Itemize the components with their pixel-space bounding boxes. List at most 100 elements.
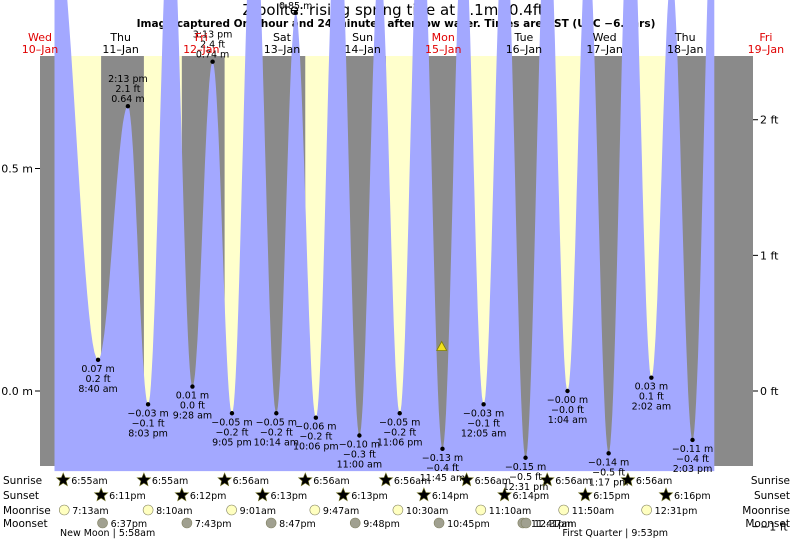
y-right-tick-label: −1 ft (760, 521, 788, 534)
astro-row-label-left: Sunrise (3, 475, 42, 487)
sunrise-time: 6:56am (636, 476, 672, 487)
low-tide-label: −0.2 ft (299, 432, 332, 443)
low-tide-label: −0.10 m (339, 440, 380, 451)
moonrise-icon (558, 504, 570, 516)
sunset-icon (174, 487, 190, 502)
low-tide-label: −0.05 m (256, 417, 297, 428)
moonrise-time: 9:01am (240, 506, 276, 517)
astro-row-label-left: Sunset (3, 490, 39, 502)
day-weekday-label: Tue (514, 31, 534, 44)
sunrise-time: 6:55am (71, 476, 107, 487)
tide-point (293, 10, 298, 15)
sunrise-icon (136, 472, 152, 487)
high-tide-label: 0.85 m (279, 1, 312, 12)
moonrise-icon (142, 504, 154, 516)
day-labels: Wed10–JanThu11–JanFri12–JanSat13–JanSun1… (22, 31, 784, 56)
tide-labels: 0.07 m0.2 ft8:40 am 2:13 pm2.1 ft0.64 m −0… (78, 0, 713, 493)
low-tide-label: −0.4 ft (426, 463, 459, 474)
day-date-label: 16–Jan (506, 43, 542, 56)
sunrise-time: 6:56am (475, 476, 511, 487)
sunrise-icon (297, 472, 313, 487)
sunset-time: 6:14pm (432, 491, 469, 502)
day-date-label: 19–Jan (748, 43, 784, 56)
sunrise-icon (55, 472, 71, 487)
tide-point (357, 433, 362, 438)
high-tide-label: 2:13 pm (108, 74, 148, 85)
moonset-time: 9:48pm (363, 519, 400, 530)
low-tide-label: −0.05 m (379, 417, 420, 428)
day-weekday-label: Wed (593, 31, 617, 44)
sunset-time: 6:15pm (593, 491, 630, 502)
low-tide-label: −0.2 ft (383, 427, 416, 438)
moonset-icon (265, 517, 277, 529)
low-tide-label: −0.3 ft (343, 450, 376, 461)
low-tide-label: 8:03 pm (128, 428, 168, 439)
low-tide-label: 2:03 pm (673, 464, 713, 475)
sunset-time: 6:13pm (271, 491, 308, 502)
moonrise-icon (226, 504, 237, 516)
astro-table: Sunrise Sunrise Sunset Sunset Moonrise Moonri… (3, 472, 790, 539)
low-tide-label: 0.03 m (635, 382, 668, 393)
low-tide-label: 11:00 am (337, 460, 382, 471)
low-tide-label: −0.0 ft (551, 405, 584, 416)
moonrise-icon (392, 504, 404, 516)
tide-point (229, 411, 235, 416)
low-tide-label: −0.14 m (588, 457, 629, 468)
moonset-time: 6:37pm (111, 519, 148, 530)
tide-point (313, 415, 319, 420)
low-tide-label: 0.0 ft (180, 401, 205, 412)
sunset-time: 6:11pm (109, 491, 146, 502)
low-tide-label: −0.00 m (547, 395, 588, 406)
sunset-time: 6:16pm (674, 491, 711, 502)
day-date-label: 17–Jan (586, 43, 622, 56)
high-tide-label: 0.74 m (196, 50, 229, 61)
low-tide-label: −0.1 ft (132, 418, 165, 429)
day-date-label: 12–Jan (183, 43, 219, 56)
moonset-time: 8:47pm (279, 519, 316, 530)
tide-point (690, 437, 695, 443)
low-tide-label: −0.06 m (295, 422, 336, 433)
sunrise-time: 6:56am (555, 476, 591, 487)
sunset-icon (658, 487, 674, 502)
day-weekday-label: Thu (674, 31, 696, 44)
sunset-icon (255, 487, 270, 502)
sunset-icon (93, 487, 109, 502)
day-date-label: 14–Jan (344, 43, 380, 56)
day-date-label: 18–Jan (667, 43, 703, 56)
low-tide-label: 10:14 am (254, 437, 299, 448)
sunset-icon (577, 487, 593, 502)
astro-row-label-right: Sunset (754, 490, 790, 502)
astro-row-label-left: Moonrise (3, 505, 51, 517)
day-weekday-label: Sat (273, 31, 292, 44)
low-tide-label: −0.15 m (505, 462, 546, 473)
day-weekday-label: Wed (28, 31, 52, 44)
tide-point (95, 357, 101, 363)
low-tide-label: −0.5 ft (592, 467, 625, 478)
low-tide-label: 0.2 ft (86, 374, 111, 385)
moonrise-icon (309, 504, 321, 516)
high-tide-label: 2.1 ft (115, 84, 140, 95)
low-tide-label: 2:02 am (632, 402, 671, 413)
low-tide-label: −0.5 ft (509, 472, 542, 483)
low-tide-label: −0.1 ft (467, 418, 500, 429)
tide-point (523, 455, 528, 460)
y-right-tick-label: 1 ft (760, 249, 779, 262)
low-tide-label: −0.13 m (422, 453, 463, 464)
low-tide-label: −0.4 ft (676, 454, 709, 465)
tide-point (397, 411, 402, 416)
astro-row-label-right: Sunrise (751, 475, 790, 487)
day-date-label: 11–Jan (102, 43, 138, 56)
moonset-icon (97, 517, 108, 529)
low-tide-label: 8:40 am (78, 384, 117, 395)
sunrise-icon (217, 472, 233, 487)
day-date-label: 13–Jan (264, 43, 300, 56)
high-tide-label: 0.64 m (111, 94, 144, 105)
high-tide-label: 3:13 pm (193, 30, 233, 41)
tide-point (125, 104, 131, 109)
sunset-time: 6:14pm (513, 491, 550, 502)
y-right-tick-label: 2 ft (760, 114, 779, 127)
moonrise-time: 8:10am (156, 506, 192, 517)
low-tide-label: 11:45 am (420, 473, 465, 484)
